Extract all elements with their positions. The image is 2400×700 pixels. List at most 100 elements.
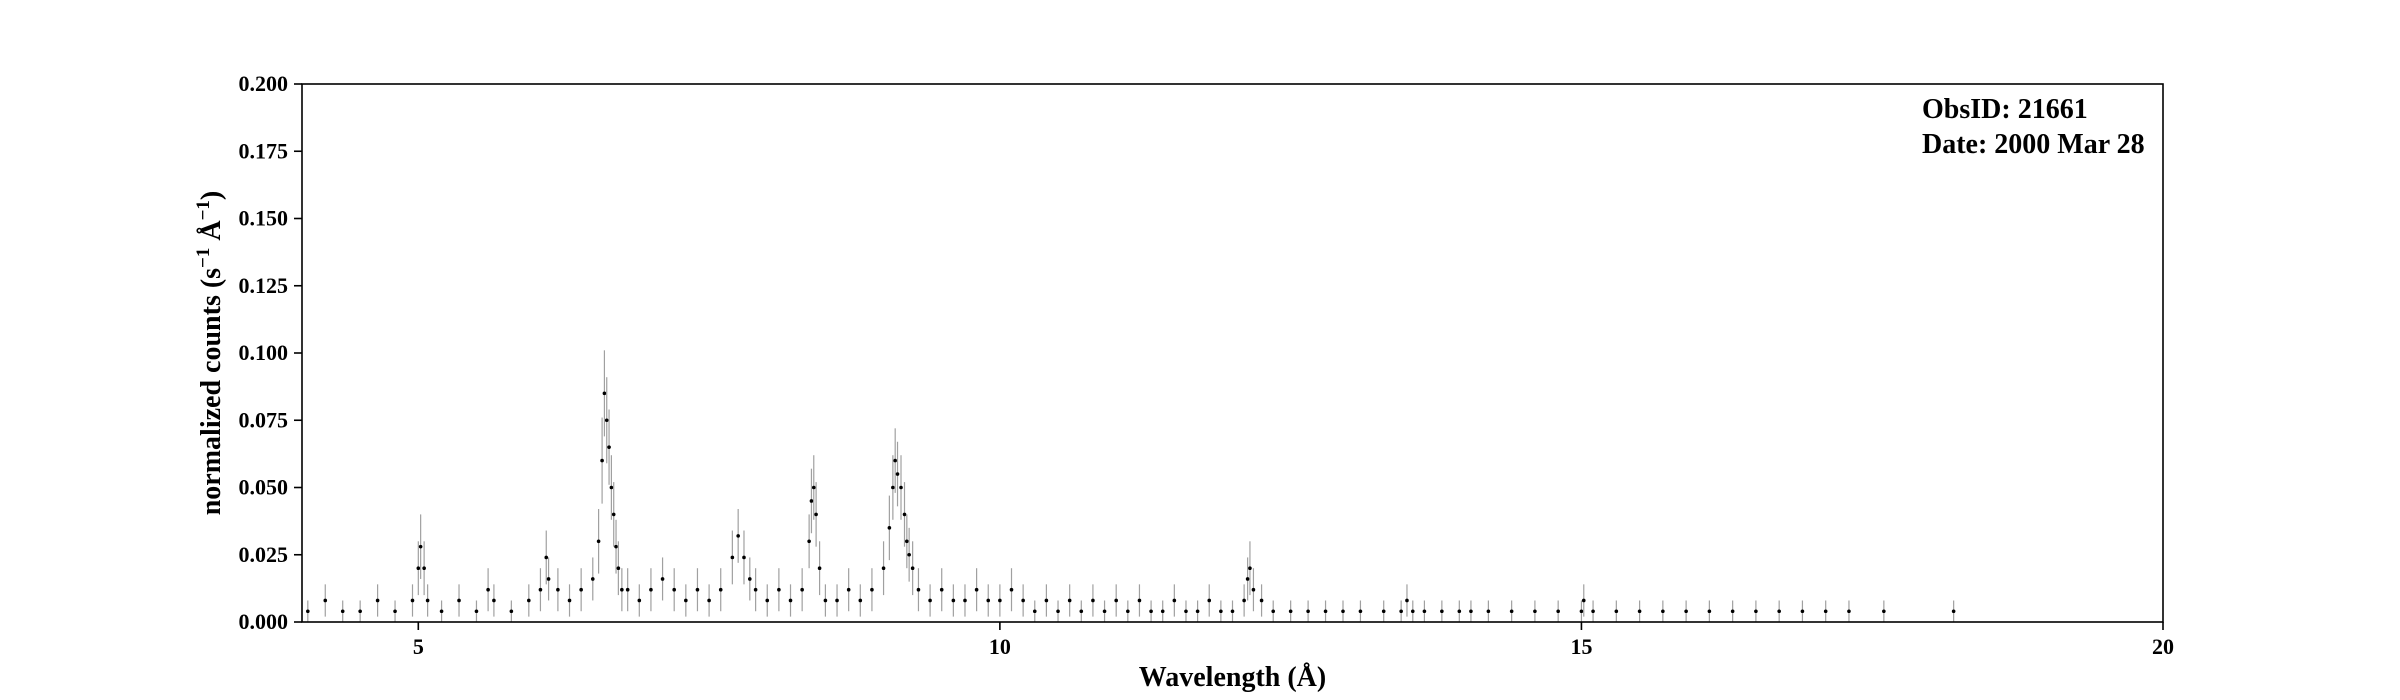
data-point [1251, 587, 1256, 592]
data-point [695, 587, 700, 592]
data-point [1306, 609, 1310, 614]
data-point [736, 534, 740, 538]
data-point [546, 577, 551, 581]
data-point [870, 587, 874, 592]
data-point [538, 587, 543, 592]
data-point [1410, 609, 1415, 614]
data-point [765, 598, 770, 603]
data-point [1056, 609, 1060, 614]
data-point [306, 609, 310, 614]
y-axis-title-main: normalized counts (s [196, 268, 227, 515]
data-point [1009, 587, 1014, 592]
data-point [375, 598, 380, 603]
data-point [416, 566, 421, 570]
data-point [1067, 598, 1072, 603]
data-point [1288, 609, 1293, 614]
data-point [814, 512, 818, 517]
data-point [1422, 609, 1427, 614]
data-point [509, 609, 514, 614]
data-point [422, 566, 426, 570]
data-point [579, 587, 583, 592]
data-point [899, 485, 903, 490]
data-point [1149, 609, 1153, 614]
data-point [951, 598, 956, 603]
data-point [556, 587, 560, 592]
data-point [660, 577, 665, 581]
data-point [707, 598, 711, 603]
data-point [492, 598, 496, 603]
data-point [887, 526, 892, 530]
data-point [811, 485, 816, 490]
y-axis-title-mid: Å [196, 220, 227, 248]
y-tick-label: 0.000 [239, 609, 289, 634]
data-point [895, 472, 900, 476]
data-point [1207, 598, 1212, 603]
data-point [1440, 609, 1444, 614]
data-point [1160, 609, 1165, 614]
data-point [788, 598, 793, 603]
data-point [835, 598, 839, 603]
x-tick-label: 20 [2152, 634, 2174, 659]
data-point [1509, 609, 1514, 614]
data-point [439, 609, 444, 614]
data-point [1044, 598, 1049, 603]
data-point [1381, 609, 1386, 614]
data-point [939, 587, 944, 592]
data-point [1245, 577, 1250, 581]
data-point [1271, 609, 1276, 614]
data-point [425, 598, 430, 603]
data-point [527, 598, 531, 603]
data-point [544, 555, 549, 560]
y-tick-label: 0.175 [239, 138, 289, 163]
data-point [928, 598, 932, 603]
data-point [1230, 609, 1235, 614]
data-point [1800, 609, 1805, 614]
data-point [1341, 609, 1345, 614]
data-point [1951, 609, 1956, 614]
data-point [974, 587, 979, 592]
data-point [1126, 609, 1130, 614]
data-point [1195, 609, 1200, 614]
data-point [753, 587, 758, 592]
data-point [730, 555, 735, 560]
data-point [1248, 566, 1252, 570]
data-point [604, 418, 609, 423]
plot-marks [306, 350, 1956, 622]
y-axis-title-sup2: −1 [193, 200, 214, 220]
data-point [607, 445, 611, 449]
data-point [817, 566, 822, 570]
data-point [1219, 609, 1223, 614]
data-point [823, 598, 828, 603]
data-point [1614, 609, 1619, 614]
data-point [596, 539, 601, 544]
data-point [807, 539, 811, 544]
data-point [893, 458, 897, 463]
data-point [1754, 609, 1758, 614]
data-point [1707, 609, 1712, 614]
data-point [1684, 609, 1688, 614]
data-point [649, 587, 653, 592]
data-point [1021, 598, 1025, 603]
data-point [611, 512, 616, 517]
y-tick-label: 0.125 [239, 273, 289, 298]
date-annotation: Date: 2000 Mar 28 [1922, 129, 2145, 160]
obsid-annotation: ObsID: 21661 [1922, 94, 2088, 125]
data-point [800, 587, 804, 592]
data-point [777, 587, 781, 592]
data-point [358, 609, 362, 614]
data-point [616, 566, 621, 570]
data-point [748, 577, 752, 581]
data-point [486, 587, 490, 592]
y-axis-title: normalized counts (s−1 Å−1) [193, 191, 227, 516]
data-point [1091, 598, 1095, 603]
data-point [637, 598, 642, 603]
data-point [1777, 609, 1781, 614]
data-point [410, 598, 415, 603]
y-axis: 0.000 0.025 0.050 0.075 0.100 0.125 0.150 0.175… [239, 71, 302, 634]
data-point [1469, 609, 1473, 614]
data-point [910, 566, 915, 570]
data-point [742, 555, 746, 560]
data-point [1486, 609, 1491, 614]
data-point [1184, 609, 1188, 614]
data-point [1882, 609, 1886, 614]
